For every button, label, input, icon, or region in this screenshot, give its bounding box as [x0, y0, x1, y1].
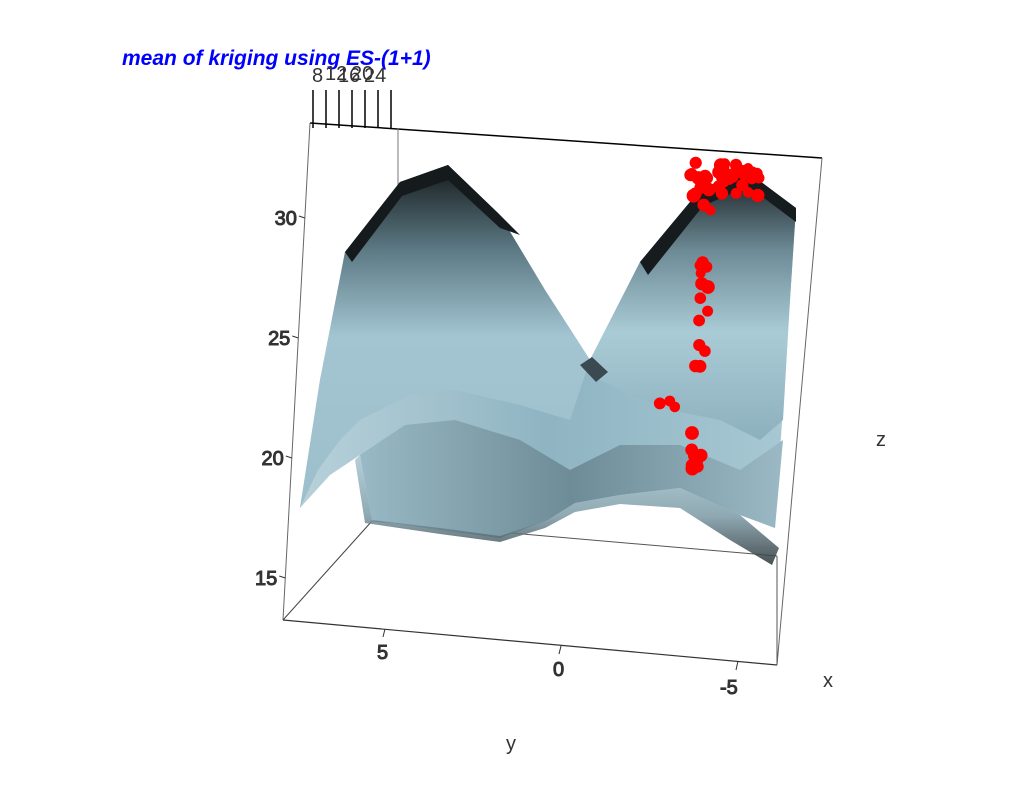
- data-point: [684, 168, 697, 182]
- y-tick-label: 0: [553, 659, 564, 681]
- surface-lower-trough: [360, 420, 783, 538]
- data-point: [696, 256, 709, 269]
- chart-title: mean of kriging using ES-(1+1): [122, 47, 431, 70]
- z-tick-label: 25: [268, 328, 290, 350]
- data-point: [698, 169, 712, 183]
- box-top-edge: [309, 122, 823, 159]
- back-tick-label: 8: [312, 65, 323, 87]
- data-point: [693, 359, 707, 373]
- back-tick-label: 16: [338, 65, 360, 87]
- x-axis: -5: [720, 660, 739, 700]
- y-tick-label: 5: [377, 642, 388, 664]
- red-points: [653, 156, 765, 476]
- back-tick-label: 12: [325, 63, 347, 85]
- kriging-surface: [300, 165, 796, 565]
- surface-left-crest: [345, 165, 520, 262]
- back-tick-label: 20: [351, 63, 373, 85]
- back-tick-label: 24: [364, 65, 386, 87]
- data-point: [716, 172, 728, 184]
- data-point: [751, 188, 765, 203]
- data-point: [685, 458, 699, 472]
- data-point: [685, 426, 699, 440]
- data-point: [694, 292, 707, 305]
- box-bottom-front-edge: [282, 619, 778, 666]
- data-point: [702, 305, 714, 317]
- y-tick-mark: [558, 645, 562, 655]
- z-tick-label: 30: [275, 208, 297, 230]
- z-tick-mark: [279, 575, 286, 579]
- surface-right-ridge: [590, 170, 796, 440]
- data-point: [701, 280, 715, 294]
- data-point: [694, 181, 708, 194]
- data-point: [664, 395, 676, 407]
- z-tick-mark: [298, 215, 305, 219]
- z-tick-label: 20: [262, 448, 284, 470]
- box-left-edge: [282, 122, 311, 621]
- z-axis-label: z: [876, 429, 886, 451]
- data-point: [730, 187, 742, 199]
- y-axis-label: y: [506, 733, 516, 755]
- bounding-box: [282, 122, 823, 666]
- x-axis-label: x: [823, 670, 833, 692]
- surface-left-ridge: [300, 165, 590, 508]
- surface-valley-crease: [580, 357, 608, 382]
- data-point: [742, 187, 754, 198]
- box-right-edge: [776, 157, 823, 666]
- x-tick-mark: [735, 660, 739, 671]
- data-point: [697, 198, 710, 212]
- z-tick-label: 15: [255, 568, 277, 590]
- z-tick-mark: [292, 335, 299, 339]
- data-point: [693, 314, 705, 327]
- surface-bottom-rim: [355, 455, 779, 565]
- x-tick-label: -5: [720, 677, 738, 699]
- z-tick-mark: [285, 455, 292, 459]
- y-axis: 50: [377, 628, 565, 682]
- z-axis: 15 20 25 30: [255, 208, 305, 591]
- data-point: [718, 158, 730, 170]
- box-bottom-inner-left: [282, 520, 373, 621]
- y-tick-mark: [382, 628, 386, 638]
- data-point: [689, 156, 702, 169]
- data-point: [699, 345, 711, 357]
- data-point: [715, 187, 729, 200]
- data-point: [653, 397, 666, 410]
- data-point: [743, 163, 754, 174]
